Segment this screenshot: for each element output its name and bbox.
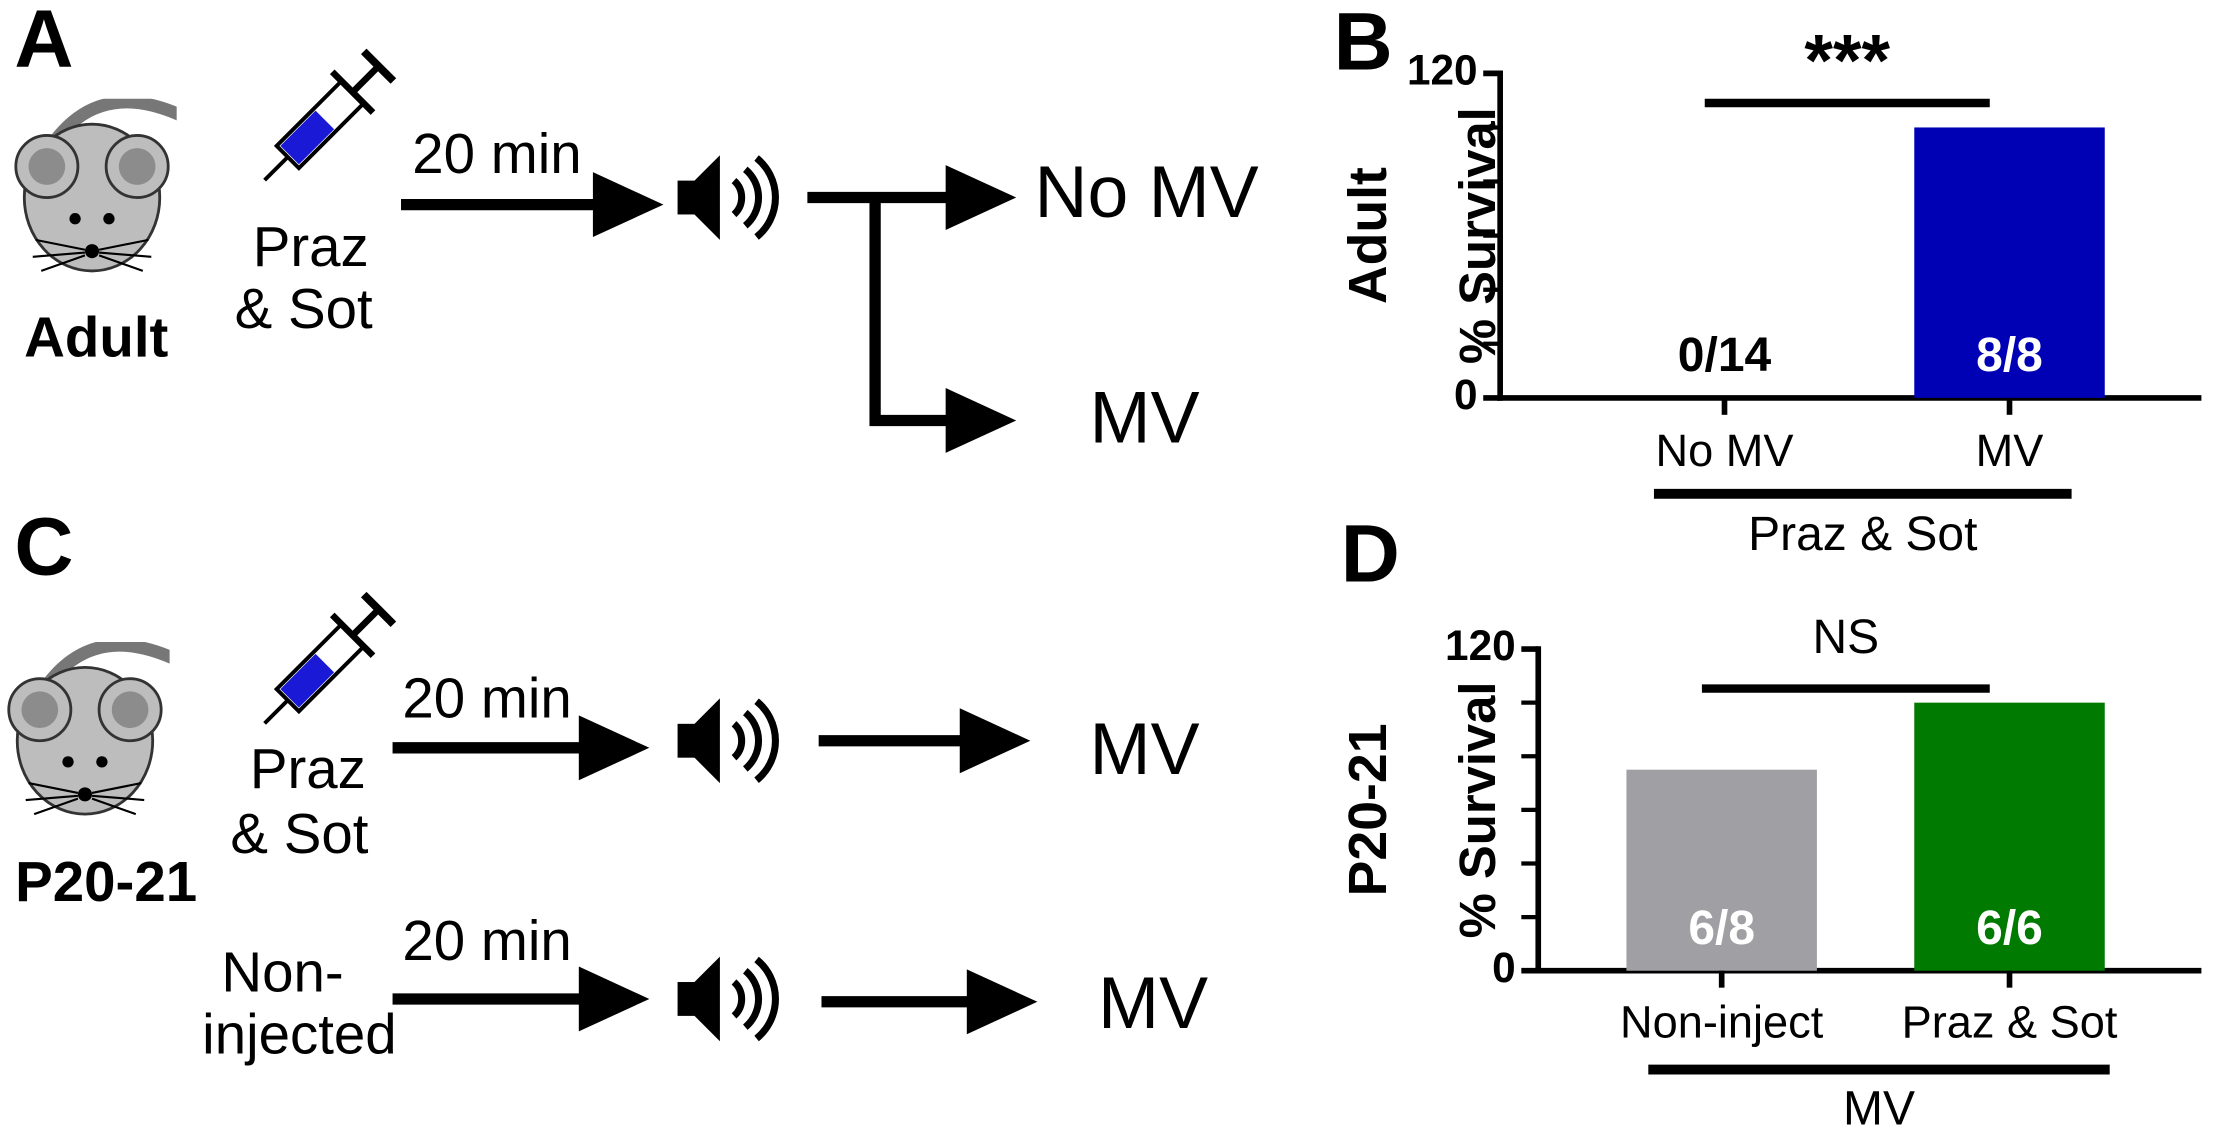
speaker-icon [678,698,776,783]
group-label: MV [1843,1083,1915,1133]
arrow [818,708,1031,774]
drug-label: Praz [253,215,369,278]
arrow [392,715,650,781]
y-axis-label: % Survival [1449,681,1506,938]
panel-label: C [14,502,73,593]
subject-label: P20-21 [15,850,197,913]
bar [1626,769,1817,971]
outcome-label: MV [1090,377,1200,459]
speaker-icon [678,957,776,1042]
group-label: Non- [221,940,343,1003]
outcome-label: No MV [1035,151,1259,233]
delay-label: 20 min [412,122,581,185]
value-label: 0/14 [1678,329,1772,382]
panel-label: A [14,0,73,85]
row-label: P20-21 [1338,723,1398,896]
outcome-label: MV [1090,708,1200,790]
group-label: Praz & Sot [1748,508,1977,561]
mouse-icon [16,102,191,271]
x-tick-label: Non-inject [1620,997,1824,1048]
y-tick-label: 120 [1407,47,1478,94]
arrow [821,969,1038,1035]
significance-label: NS [1813,611,1880,664]
panel-label: D [1341,509,1400,600]
value-label: 6/8 [1688,902,1755,955]
row-label: Adult [1338,167,1398,304]
y-tick-label: 120 [1445,622,1516,669]
x-tick-label: No MV [1656,425,1794,476]
subject-label: Adult [24,305,168,368]
mouse-icon [9,645,184,814]
y-tick-label: 0 [1454,371,1478,418]
delay-label: 20 min [402,667,571,730]
speaker-icon [678,155,776,240]
bar [1914,702,2105,971]
group-label: & Sot [230,802,368,865]
branch-arrow [807,165,1017,453]
syringe-icon [244,46,399,201]
x-tick-label: Praz & Sot [1902,997,2118,1048]
y-axis-label: % Survival [1449,107,1506,364]
x-tick-label: MV [1976,425,2044,476]
panel-label: B [1334,0,1393,88]
y-tick-label: 0 [1492,944,1516,991]
group-label: Praz [250,737,366,800]
delay-label: 20 min [402,909,571,972]
significance-label: *** [1804,20,1890,102]
arrow [401,172,664,238]
bar [1914,127,2105,398]
outcome-label: MV [1098,962,1208,1044]
syringe-icon [244,589,399,744]
drug-label: & Sot [235,277,373,340]
value-label: 6/6 [1976,902,2043,955]
group-label: injected [202,1002,396,1065]
value-label: 8/8 [1976,329,2043,382]
arrow [392,966,650,1032]
